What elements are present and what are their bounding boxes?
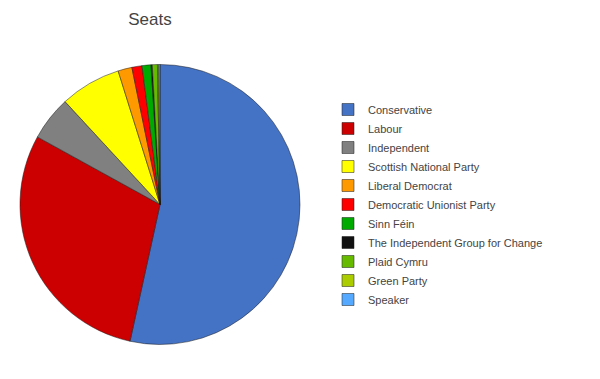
svg-text:Speaker: Speaker — [368, 294, 409, 306]
svg-text:Independent: Independent — [368, 142, 429, 154]
svg-text:Sinn Féin: Sinn Féin — [368, 218, 414, 230]
svg-text:The Independent Group for Chan: The Independent Group for Change — [368, 237, 542, 249]
svg-text:Scottish National Party: Scottish National Party — [368, 161, 480, 173]
svg-text:Democratic Unionist Party: Democratic Unionist Party — [368, 199, 496, 211]
svg-text:Plaid Cymru: Plaid Cymru — [368, 256, 428, 268]
svg-text:Seats: Seats — [128, 10, 171, 29]
svg-text:Liberal Democrat: Liberal Democrat — [368, 180, 452, 192]
svg-text:Conservative: Conservative — [368, 104, 432, 116]
svg-text:Labour: Labour — [368, 123, 403, 135]
svg-text:Green Party: Green Party — [368, 275, 428, 287]
